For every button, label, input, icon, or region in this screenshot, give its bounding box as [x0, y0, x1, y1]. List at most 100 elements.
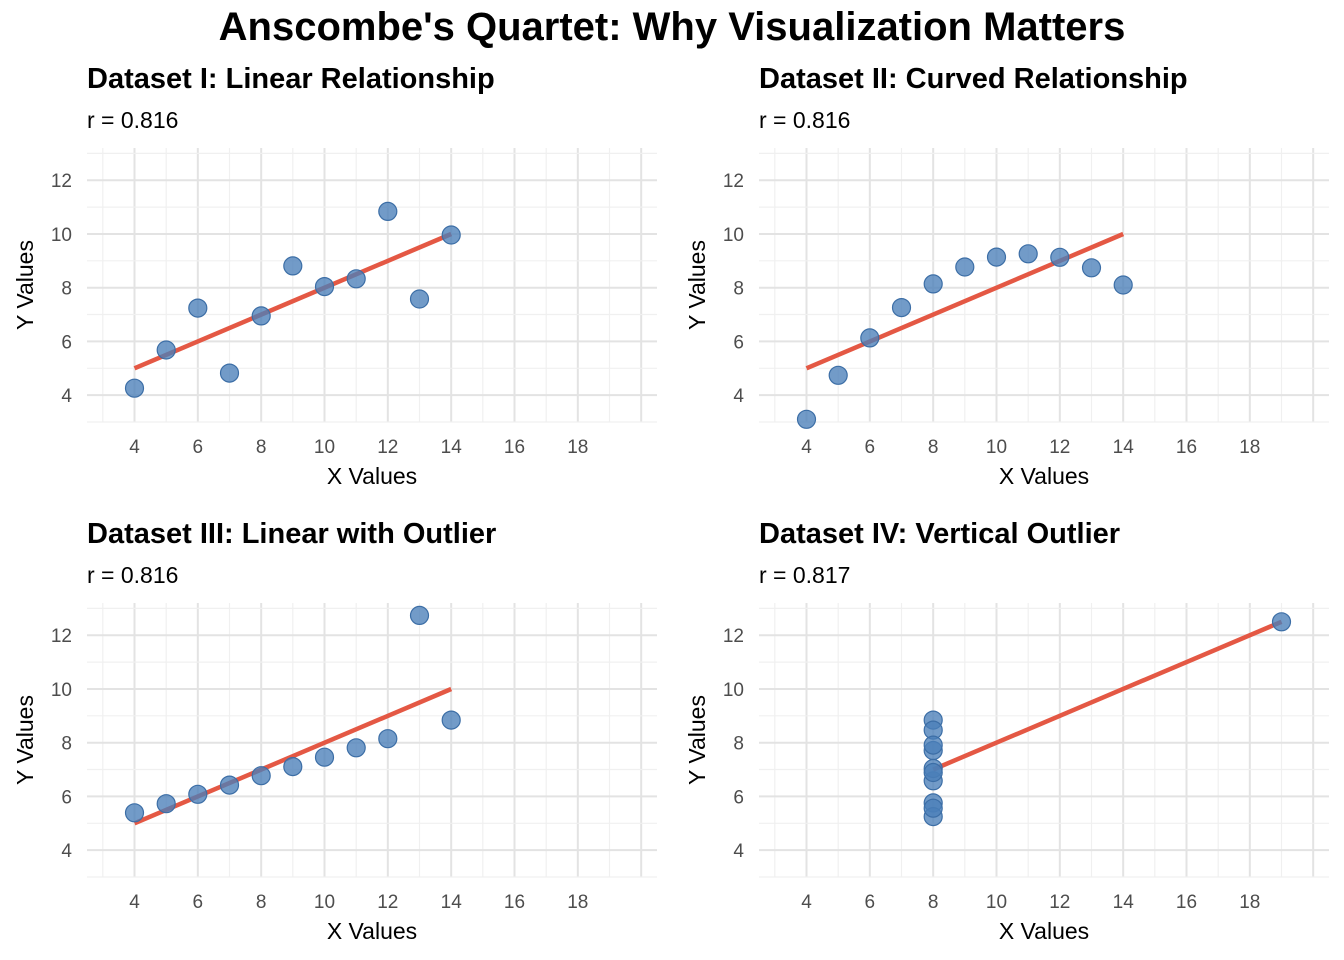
data-point	[219, 775, 240, 795]
data-points	[923, 612, 1292, 827]
data-point	[283, 256, 303, 276]
data-point	[860, 328, 880, 348]
panel-dataset-i: Dataset I: Linear Relationship r = 0.816…	[12, 63, 657, 489]
y-axis-title: Y Values	[684, 695, 710, 785]
x-tick-label: 16	[1176, 437, 1197, 458]
x-tick-label: 12	[377, 892, 398, 913]
y-tick-label: 10	[51, 680, 72, 701]
data-point	[188, 784, 208, 804]
axis-ticks: 4 6 8 10 12 14 16 18 4 6 8 10 12	[51, 171, 589, 458]
grid	[87, 148, 657, 423]
data-points	[796, 244, 1133, 429]
y-tick-label: 4	[61, 841, 72, 862]
x-tick-label: 16	[504, 892, 525, 913]
data-point	[251, 766, 271, 786]
data-point	[1081, 258, 1102, 278]
y-tick-label: 8	[61, 734, 72, 755]
y-axis-title: Y Values	[12, 695, 38, 785]
axis-ticks: 4 6 8 10 12 14 16 18 4 6 8 10 12	[723, 626, 1261, 913]
data-point	[156, 794, 176, 814]
x-tick-label: 8	[928, 437, 939, 458]
x-tick-label: 4	[801, 892, 812, 913]
data-point	[441, 225, 461, 245]
data-point	[124, 803, 145, 823]
x-tick-label: 14	[441, 892, 463, 913]
data-point	[188, 298, 208, 318]
data-points	[124, 201, 461, 398]
data-point	[283, 756, 303, 777]
x-tick-label: 8	[928, 892, 939, 913]
x-tick-label: 4	[129, 437, 140, 458]
data-point	[346, 269, 366, 289]
axis-ticks: 4 6 8 10 12 14 16 18 4 6 8 10 12	[51, 626, 589, 913]
y-tick-label: 12	[723, 171, 744, 192]
data-point	[314, 747, 335, 767]
panel-dataset-ii: Dataset II: Curved Relationship r = 0.81…	[684, 63, 1329, 489]
y-tick-label: 12	[51, 626, 72, 647]
x-tick-label: 10	[314, 437, 335, 458]
panel-dataset-iii: Dataset III: Linear with Outlier r = 0.8…	[12, 518, 657, 944]
grid	[87, 603, 657, 878]
x-tick-label: 18	[1239, 892, 1260, 913]
x-tick-label: 12	[1049, 892, 1070, 913]
x-tick-label: 10	[986, 892, 1007, 913]
data-point	[219, 363, 240, 383]
y-axis-title: Y Values	[684, 240, 710, 330]
regression-line	[133, 231, 453, 371]
x-tick-label: 14	[441, 437, 463, 458]
x-tick-label: 10	[314, 892, 335, 913]
y-tick-label: 6	[733, 332, 744, 353]
x-tick-label: 16	[1176, 892, 1197, 913]
panel-title: Dataset I: Linear Relationship	[87, 63, 495, 95]
data-point	[1113, 275, 1133, 295]
x-tick-label: 18	[567, 892, 588, 913]
panel-subtitle: r = 0.817	[759, 562, 850, 588]
x-tick-label: 6	[193, 892, 204, 913]
data-point	[378, 201, 398, 221]
x-tick-label: 6	[865, 437, 876, 458]
data-point	[955, 257, 975, 277]
x-axis-title: X Values	[999, 918, 1089, 944]
x-tick-label: 14	[1113, 892, 1135, 913]
x-tick-label: 6	[193, 437, 204, 458]
y-tick-label: 8	[733, 279, 744, 300]
data-point	[378, 729, 398, 749]
y-axis-title: Y Values	[12, 240, 38, 330]
x-tick-label: 12	[377, 437, 398, 458]
data-point	[409, 605, 430, 626]
panel-title: Dataset II: Curved Relationship	[759, 63, 1188, 95]
data-point	[314, 277, 335, 297]
data-point	[409, 289, 430, 309]
data-point	[124, 378, 145, 398]
data-point	[923, 798, 943, 818]
figure-title: Anscombe's Quartet: Why Visualization Ma…	[219, 5, 1126, 49]
regression-line	[133, 686, 453, 826]
x-tick-label: 4	[129, 892, 140, 913]
y-tick-label: 4	[61, 386, 72, 407]
y-tick-label: 10	[51, 225, 72, 246]
data-point	[1018, 244, 1038, 264]
data-point	[986, 247, 1007, 267]
y-tick-label: 12	[723, 626, 744, 647]
data-point	[156, 340, 176, 360]
x-tick-label: 14	[1113, 437, 1135, 458]
y-tick-label: 6	[733, 787, 744, 808]
y-tick-label: 6	[61, 787, 72, 808]
x-tick-label: 16	[504, 437, 525, 458]
data-point	[923, 274, 943, 294]
grid	[759, 148, 1329, 423]
data-point	[251, 306, 271, 326]
x-tick-label: 10	[986, 437, 1007, 458]
panel-subtitle: r = 0.816	[759, 107, 850, 133]
x-tick-label: 12	[1049, 437, 1070, 458]
y-tick-label: 12	[51, 171, 72, 192]
x-tick-label: 4	[801, 437, 812, 458]
data-point	[1050, 247, 1070, 267]
x-axis-title: X Values	[327, 918, 417, 944]
panel-subtitle: r = 0.816	[87, 562, 178, 588]
data-point	[891, 298, 912, 318]
panel-dataset-iv: Dataset IV: Vertical Outlier r = 0.817 4…	[684, 518, 1329, 944]
axis-ticks: 4 6 8 10 12 14 16 18 4 6 8 10 12	[723, 171, 1261, 458]
data-point	[923, 735, 943, 755]
